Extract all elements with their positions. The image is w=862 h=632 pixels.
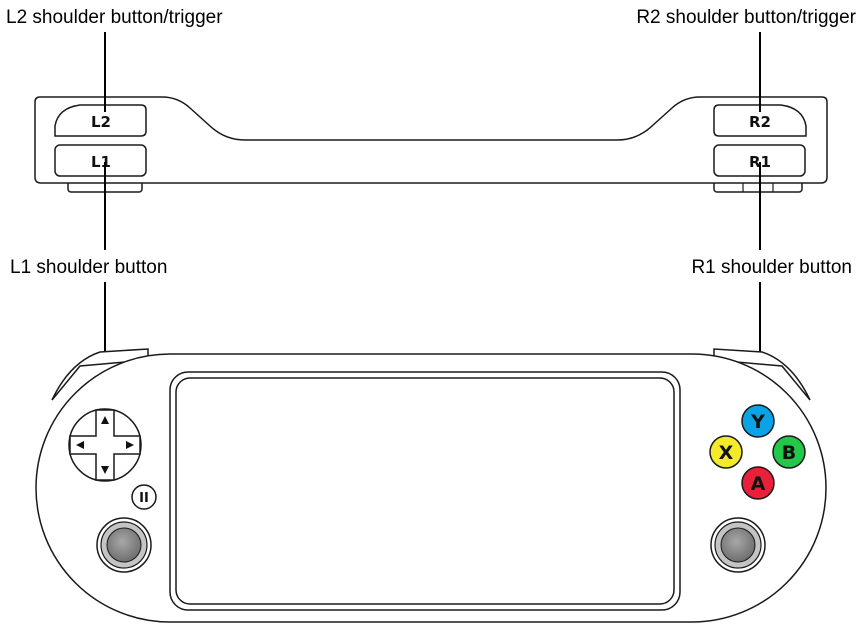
face-label-x: X <box>719 442 734 464</box>
right-thumbstick-icon <box>710 517 766 573</box>
callout-r2: R2 shoulder button/trigger <box>636 7 856 28</box>
pause-icon: II <box>131 484 157 510</box>
l2-trigger <box>54 104 147 137</box>
pause-label: II <box>139 491 149 506</box>
l1-label: L1 <box>91 153 111 171</box>
face-button-x: X <box>709 435 743 469</box>
left-thumbstick-icon <box>96 517 152 573</box>
screen <box>175 377 675 605</box>
callout-r1: R1 shoulder button <box>691 257 852 278</box>
face-label-y: Y <box>750 411 765 433</box>
l1-button <box>54 144 147 177</box>
face-button-y: Y <box>741 404 775 438</box>
controller-top-body <box>34 96 828 184</box>
r2-trigger <box>713 104 807 137</box>
top-view: L2 L1 R2 R1 <box>34 96 828 193</box>
l2-label: L2 <box>91 113 111 131</box>
r2-label: R2 <box>749 113 771 131</box>
front-view: II Y X B A <box>35 348 827 623</box>
callout-l1: L1 shoulder button <box>10 257 167 278</box>
face-label-a: A <box>751 473 766 495</box>
face-button-a: A <box>741 466 775 500</box>
face-label-b: B <box>782 442 796 464</box>
callout-l2: L2 shoulder button/trigger <box>6 7 223 28</box>
dpad-icon <box>68 408 142 482</box>
face-button-b: B <box>772 435 806 469</box>
